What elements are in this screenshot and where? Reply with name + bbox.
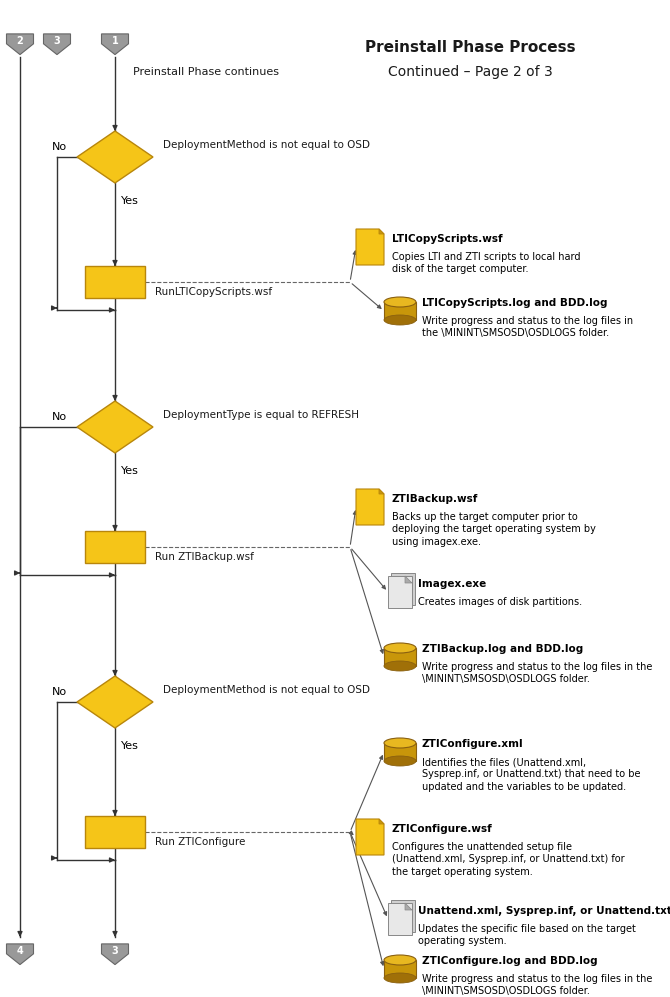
Ellipse shape <box>384 738 416 748</box>
Text: Updates the specific file based on the target
operating system.: Updates the specific file based on the t… <box>418 924 636 946</box>
Polygon shape <box>7 34 34 55</box>
Bar <box>384 302 416 320</box>
Ellipse shape <box>384 955 416 965</box>
Text: Yes: Yes <box>121 741 139 751</box>
Polygon shape <box>356 819 384 855</box>
Text: ZTIConfigure.wsf: ZTIConfigure.wsf <box>392 824 492 834</box>
Text: Identifies the files (Unattend.xml,
Sysprep.inf, or Unattend.txt) that need to b: Identifies the files (Unattend.xml, Sysp… <box>422 757 641 792</box>
Text: Run ZTIConfigure: Run ZTIConfigure <box>155 837 245 847</box>
Ellipse shape <box>384 973 416 983</box>
Polygon shape <box>356 229 384 265</box>
Bar <box>384 743 416 761</box>
Text: Preinstall Phase Process: Preinstall Phase Process <box>364 40 576 55</box>
Bar <box>85 816 145 848</box>
Bar <box>391 900 415 932</box>
Polygon shape <box>379 489 384 494</box>
Text: ZTIConfigure.log and BDD.log: ZTIConfigure.log and BDD.log <box>422 956 598 966</box>
Text: LTICopyScripts.wsf: LTICopyScripts.wsf <box>392 234 502 244</box>
Polygon shape <box>101 34 129 55</box>
Text: No: No <box>52 687 67 697</box>
Bar <box>384 648 416 666</box>
Polygon shape <box>405 903 412 910</box>
Polygon shape <box>77 131 153 183</box>
Ellipse shape <box>384 643 416 653</box>
Text: Yes: Yes <box>121 466 139 476</box>
Ellipse shape <box>384 756 416 766</box>
Ellipse shape <box>384 661 416 671</box>
Text: Preinstall Phase continues: Preinstall Phase continues <box>133 67 279 77</box>
Bar <box>388 903 412 935</box>
Bar <box>388 576 412 608</box>
Text: DeploymentMethod is not equal to OSD: DeploymentMethod is not equal to OSD <box>163 140 370 150</box>
Text: DeploymentMethod is not equal to OSD: DeploymentMethod is not equal to OSD <box>163 685 370 695</box>
Text: No: No <box>52 412 67 422</box>
Polygon shape <box>379 819 384 824</box>
Polygon shape <box>7 944 34 965</box>
Bar <box>85 266 145 298</box>
Text: ZTIBackup.log and BDD.log: ZTIBackup.log and BDD.log <box>422 644 584 654</box>
Text: 4: 4 <box>17 946 23 956</box>
Polygon shape <box>356 489 384 525</box>
Polygon shape <box>101 944 129 965</box>
Text: DeploymentType is equal to REFRESH: DeploymentType is equal to REFRESH <box>163 410 359 420</box>
Polygon shape <box>405 576 412 583</box>
Text: Imagex.exe: Imagex.exe <box>418 579 486 589</box>
Text: Configures the unattended setup file
(Unattend.xml, Sysprep.inf, or Unattend.txt: Configures the unattended setup file (Un… <box>392 842 624 876</box>
Ellipse shape <box>384 315 416 325</box>
Text: Write progress and status to the log files in the
\MININT\SMSOSD\OSDLOGS folder.: Write progress and status to the log fil… <box>422 662 653 684</box>
Text: 3: 3 <box>112 946 119 956</box>
Text: LTICopyScripts.log and BDD.log: LTICopyScripts.log and BDD.log <box>422 298 608 308</box>
Text: No: No <box>52 142 67 152</box>
Text: Continued – Page 2 of 3: Continued – Page 2 of 3 <box>388 65 552 79</box>
Text: 1: 1 <box>112 36 119 46</box>
Text: RunLTICopyScripts.wsf: RunLTICopyScripts.wsf <box>155 287 272 297</box>
Text: Write progress and status to the log files in
the \MININT\SMSOSD\OSDLOGS folder.: Write progress and status to the log fil… <box>422 316 633 338</box>
Text: 2: 2 <box>17 36 23 46</box>
Bar <box>85 531 145 563</box>
Text: ZTIBackup.wsf: ZTIBackup.wsf <box>392 494 478 504</box>
Polygon shape <box>77 401 153 453</box>
Bar <box>391 573 415 605</box>
Text: Write progress and status to the log files in the
\MININT\SMSOSD\OSDLOGS folder.: Write progress and status to the log fil… <box>422 974 653 996</box>
Text: Run ZTIBackup.wsf: Run ZTIBackup.wsf <box>155 552 254 562</box>
Text: Backs up the target computer prior to
deploying the target operating system by
u: Backs up the target computer prior to de… <box>392 512 596 546</box>
Text: Unattend.xml, Sysprep.inf, or Unattend.txt: Unattend.xml, Sysprep.inf, or Unattend.t… <box>418 906 670 916</box>
Polygon shape <box>77 676 153 728</box>
Ellipse shape <box>384 297 416 307</box>
Text: Creates images of disk partitions.: Creates images of disk partitions. <box>418 597 582 607</box>
Text: Yes: Yes <box>121 196 139 206</box>
Text: 3: 3 <box>54 36 60 46</box>
Polygon shape <box>379 229 384 234</box>
Text: ZTIConfigure.xml: ZTIConfigure.xml <box>422 739 524 749</box>
Text: Copies LTI and ZTI scripts to local hard
disk of the target computer.: Copies LTI and ZTI scripts to local hard… <box>392 252 580 274</box>
Bar <box>384 960 416 978</box>
Polygon shape <box>44 34 70 55</box>
